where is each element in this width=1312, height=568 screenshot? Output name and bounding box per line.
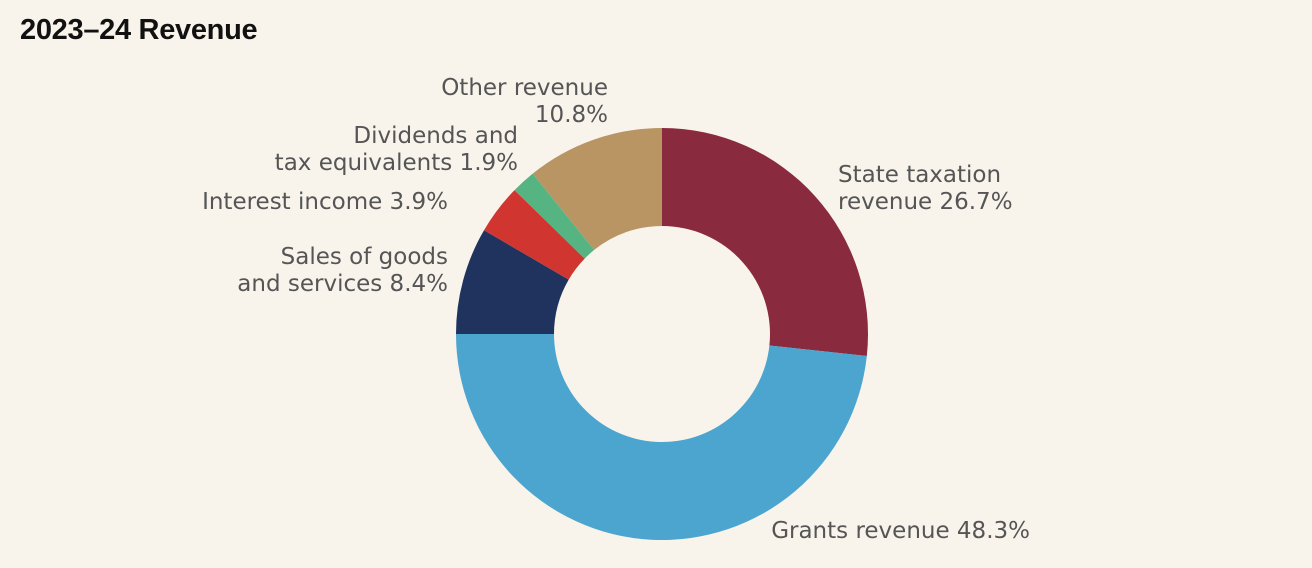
slice-label: Other revenue 10.8% <box>441 75 608 128</box>
donut-slice <box>662 128 869 356</box>
donut-slice <box>456 230 569 334</box>
slice-label: Grants revenue 48.3% <box>771 518 1030 544</box>
donut-slice <box>484 190 585 280</box>
donut-slice <box>456 334 867 541</box>
slice-label-line: Dividends and <box>353 123 518 149</box>
slice-label-line: Interest income 3.9% <box>202 189 448 215</box>
slice-label: Sales of goods and services 8.4% <box>237 244 448 297</box>
chart-title: 2023–24 Revenue <box>20 14 258 46</box>
slice-label-line: and services 8.4% <box>237 271 448 297</box>
slice-label-line: Grants revenue 48.3% <box>771 518 1030 544</box>
slice-label-line: revenue 26.7% <box>838 189 1013 215</box>
slice-label: Dividends and tax equivalents 1.9% <box>275 123 518 176</box>
slice-label: State taxation revenue 26.7% <box>838 162 1013 215</box>
slice-label-line: Other revenue <box>441 75 608 101</box>
slice-label-line: Sales of goods <box>281 244 448 270</box>
slice-label-line: 10.8% <box>535 102 608 128</box>
slice-label-line: tax equivalents 1.9% <box>275 150 518 176</box>
donut-slice <box>514 173 595 259</box>
slice-label-line: State taxation <box>838 162 1001 188</box>
donut-slice <box>532 128 662 250</box>
slice-label: Interest income 3.9% <box>202 189 448 215</box>
